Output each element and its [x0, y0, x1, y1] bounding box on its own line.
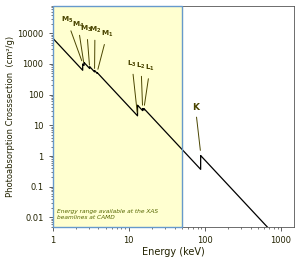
- Text: $\mathregular{M_4}$: $\mathregular{M_4}$: [72, 19, 84, 62]
- Text: Energy range available at the XAS
beamlines at CAMD: Energy range available at the XAS beamli…: [57, 209, 158, 220]
- Text: $\mathregular{M_5}$: $\mathregular{M_5}$: [61, 15, 82, 61]
- X-axis label: Energy (keV): Energy (keV): [142, 247, 205, 257]
- Text: $\mathregular{M_2}$: $\mathregular{M_2}$: [89, 24, 101, 68]
- Text: $\mathregular{L_3}$: $\mathregular{L_3}$: [127, 58, 137, 112]
- Bar: [52, 6, 182, 227]
- Text: $\mathregular{L_1}$: $\mathregular{L_1}$: [144, 63, 155, 105]
- Text: K: K: [192, 103, 200, 150]
- Text: $\mathregular{M_3}$: $\mathregular{M_3}$: [80, 24, 93, 65]
- Y-axis label: Photoabsorption Crosssection  (cm²/g): Photoabsorption Crosssection (cm²/g): [6, 36, 15, 197]
- Text: $\mathregular{M_1}$: $\mathregular{M_1}$: [98, 29, 113, 69]
- Text: $\mathregular{L_2}$: $\mathregular{L_2}$: [136, 60, 146, 105]
- Bar: [52, 6, 182, 227]
